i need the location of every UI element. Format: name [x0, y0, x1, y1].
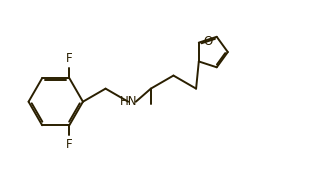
Text: O: O	[203, 35, 213, 49]
Text: HN: HN	[119, 95, 137, 108]
Text: F: F	[66, 139, 73, 151]
Text: F: F	[66, 52, 73, 65]
